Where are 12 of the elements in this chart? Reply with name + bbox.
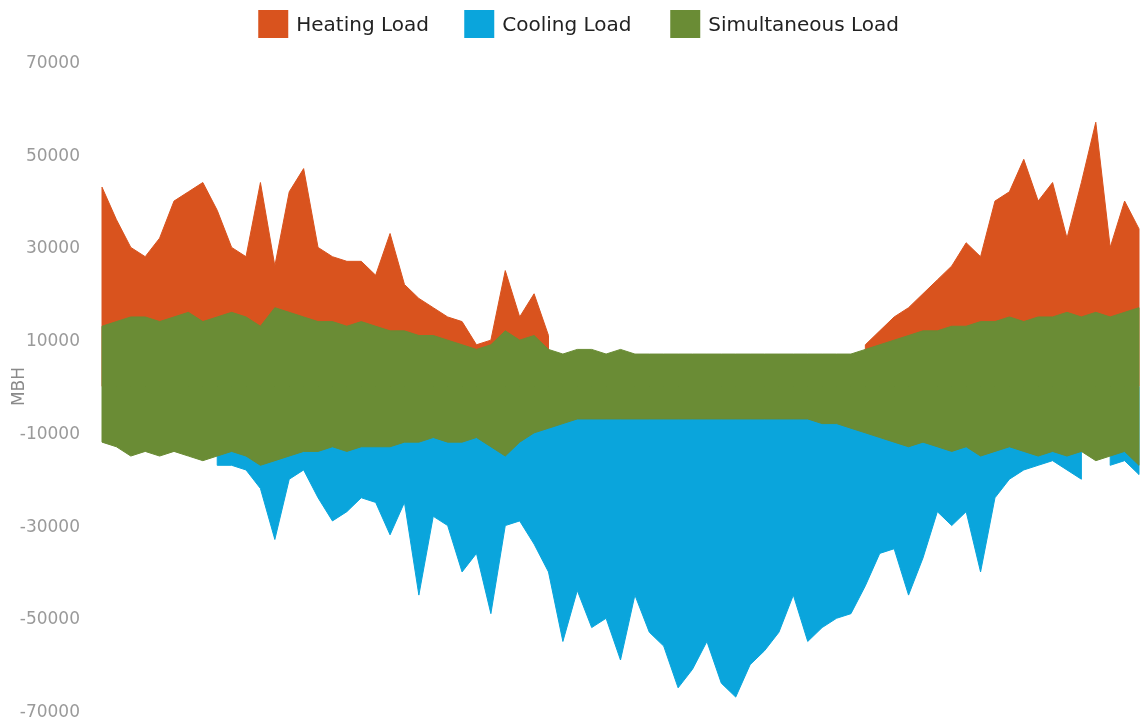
legend-label: Heating Load bbox=[296, 12, 429, 36]
y-tick-label: 30000 bbox=[25, 237, 80, 258]
y-tick-label: 70000 bbox=[25, 51, 80, 72]
y-tick-label: 50000 bbox=[25, 144, 80, 165]
y-axis-title: MBH bbox=[8, 366, 28, 407]
y-tick-label: -70000 bbox=[19, 700, 80, 721]
legend-label: Simultaneous Load bbox=[708, 12, 899, 36]
y-tick-label: -10000 bbox=[19, 422, 80, 443]
y-tick-label: -30000 bbox=[19, 515, 80, 536]
y-tick-label: -50000 bbox=[19, 608, 80, 629]
legend-label: Cooling Load bbox=[502, 12, 632, 36]
y-tick-label: 10000 bbox=[25, 330, 80, 351]
